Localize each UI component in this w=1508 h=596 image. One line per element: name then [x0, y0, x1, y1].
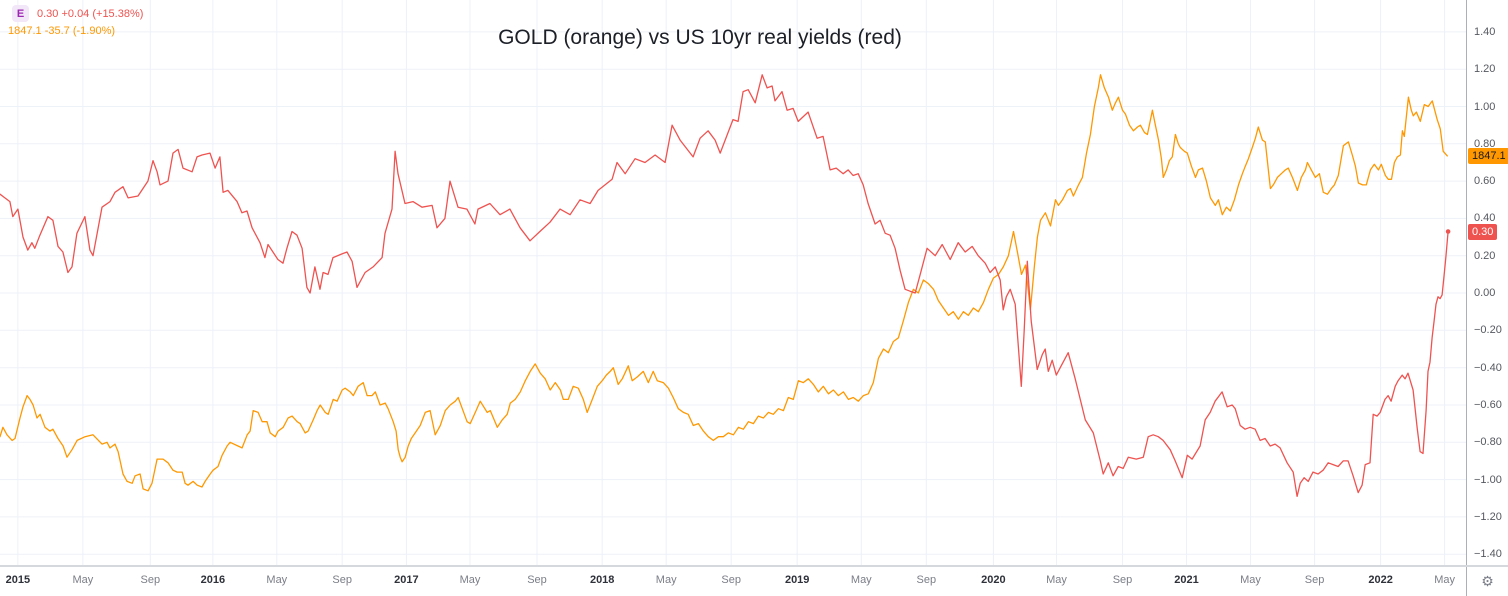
price-axis-tick: 1.40 — [1474, 25, 1496, 38]
time-axis-year-tick: 2015 — [5, 574, 31, 586]
time-axis-year-tick: 2021 — [1174, 574, 1199, 586]
price-axis-tick: −0.40 — [1474, 361, 1502, 374]
chart-canvas[interactable] — [0, 0, 1466, 565]
time-axis-month-tick: May — [655, 574, 677, 586]
time-axis-year-tick: 2016 — [200, 574, 226, 586]
symbol-badge-icon[interactable]: E — [12, 5, 29, 22]
legend-row-gold[interactable]: 1847.1 -35.7 (-1.90%) — [8, 22, 143, 39]
price-axis-tick: −1.20 — [1474, 510, 1502, 523]
price-axis-tick: 0.80 — [1474, 137, 1496, 150]
time-axis-month-tick: Sep — [1112, 574, 1133, 586]
time-axis-year-tick: 2022 — [1368, 574, 1393, 586]
time-axis-month-tick: Sep — [1304, 574, 1325, 586]
gold-price-badge: 1847.1 — [1468, 147, 1508, 164]
price-axis-tick: 0.20 — [1474, 249, 1496, 262]
axis-settings-corner[interactable]: ⚙ — [1466, 567, 1508, 596]
time-axis-month-tick: Sep — [527, 574, 547, 586]
legend-gold-values: 1847.1 -35.7 (-1.90%) — [8, 24, 116, 37]
last-price-dot — [1445, 229, 1451, 234]
price-axis-tick: −0.60 — [1474, 399, 1502, 411]
time-axis-month-tick: Sep — [916, 574, 937, 586]
time-axis[interactable]: 2015 May Sep 2016 May Sep 2017 May Sep 2018 May Sep… — [0, 565, 1508, 596]
price-axis-tick: −1.00 — [1474, 473, 1502, 486]
price-axis-tick: 1.00 — [1474, 100, 1496, 113]
time-axis-month-tick: Sep — [721, 574, 741, 586]
page-title: GOLD (orange) vs US 10yr real yields (re… — [498, 26, 902, 49]
time-axis-month-tick: May — [1046, 574, 1067, 586]
price-axis[interactable]: 1.40 1.20 1.00 0.80 0.60 0.40 0.20 0.00 −0.20 −0.… — [1466, 0, 1508, 565]
price-axis-tick: −0.20 — [1474, 324, 1502, 337]
time-axis-month-tick: Sep — [140, 574, 161, 586]
legend: E 0.30 +0.04 (+15.38%) 1847.1 -35.7 (-1.… — [8, 5, 143, 39]
legend-yield-values: 0.30 +0.04 (+15.38%) — [37, 7, 144, 20]
gear-icon[interactable]: ⚙ — [1481, 573, 1494, 589]
time-axis-month-tick: May — [459, 574, 481, 586]
time-axis-month-tick: Sep — [332, 574, 352, 586]
price-axis-tick: 0.40 — [1474, 212, 1496, 225]
time-axis-year-tick: 2017 — [394, 574, 419, 586]
price-axis-tick: −1.40 — [1474, 548, 1502, 561]
price-axis-tick: 0.00 — [1474, 287, 1496, 299]
time-axis-month-tick: May — [266, 574, 288, 586]
gold-line — [0, 74, 1448, 492]
price-axis-tick: −0.80 — [1474, 436, 1502, 449]
yield-line — [0, 74, 1449, 498]
time-axis-month-tick: May — [1240, 574, 1261, 586]
time-axis-month-tick: May — [72, 574, 94, 586]
price-axis-tick: 1.20 — [1474, 63, 1496, 76]
chart-svg — [0, 0, 1466, 565]
price-axis-tick: 0.60 — [1474, 175, 1496, 188]
time-axis-year-tick: 2019 — [784, 574, 810, 586]
legend-row-yields[interactable]: E 0.30 +0.04 (+15.38%) — [8, 5, 143, 22]
time-axis-month-tick: May — [1434, 574, 1455, 586]
time-axis-month-tick: May — [850, 574, 872, 586]
time-axis-year-tick: 2020 — [981, 574, 1006, 586]
time-axis-year-tick: 2018 — [589, 574, 615, 586]
yield-price-badge: 0.30 — [1468, 223, 1498, 240]
